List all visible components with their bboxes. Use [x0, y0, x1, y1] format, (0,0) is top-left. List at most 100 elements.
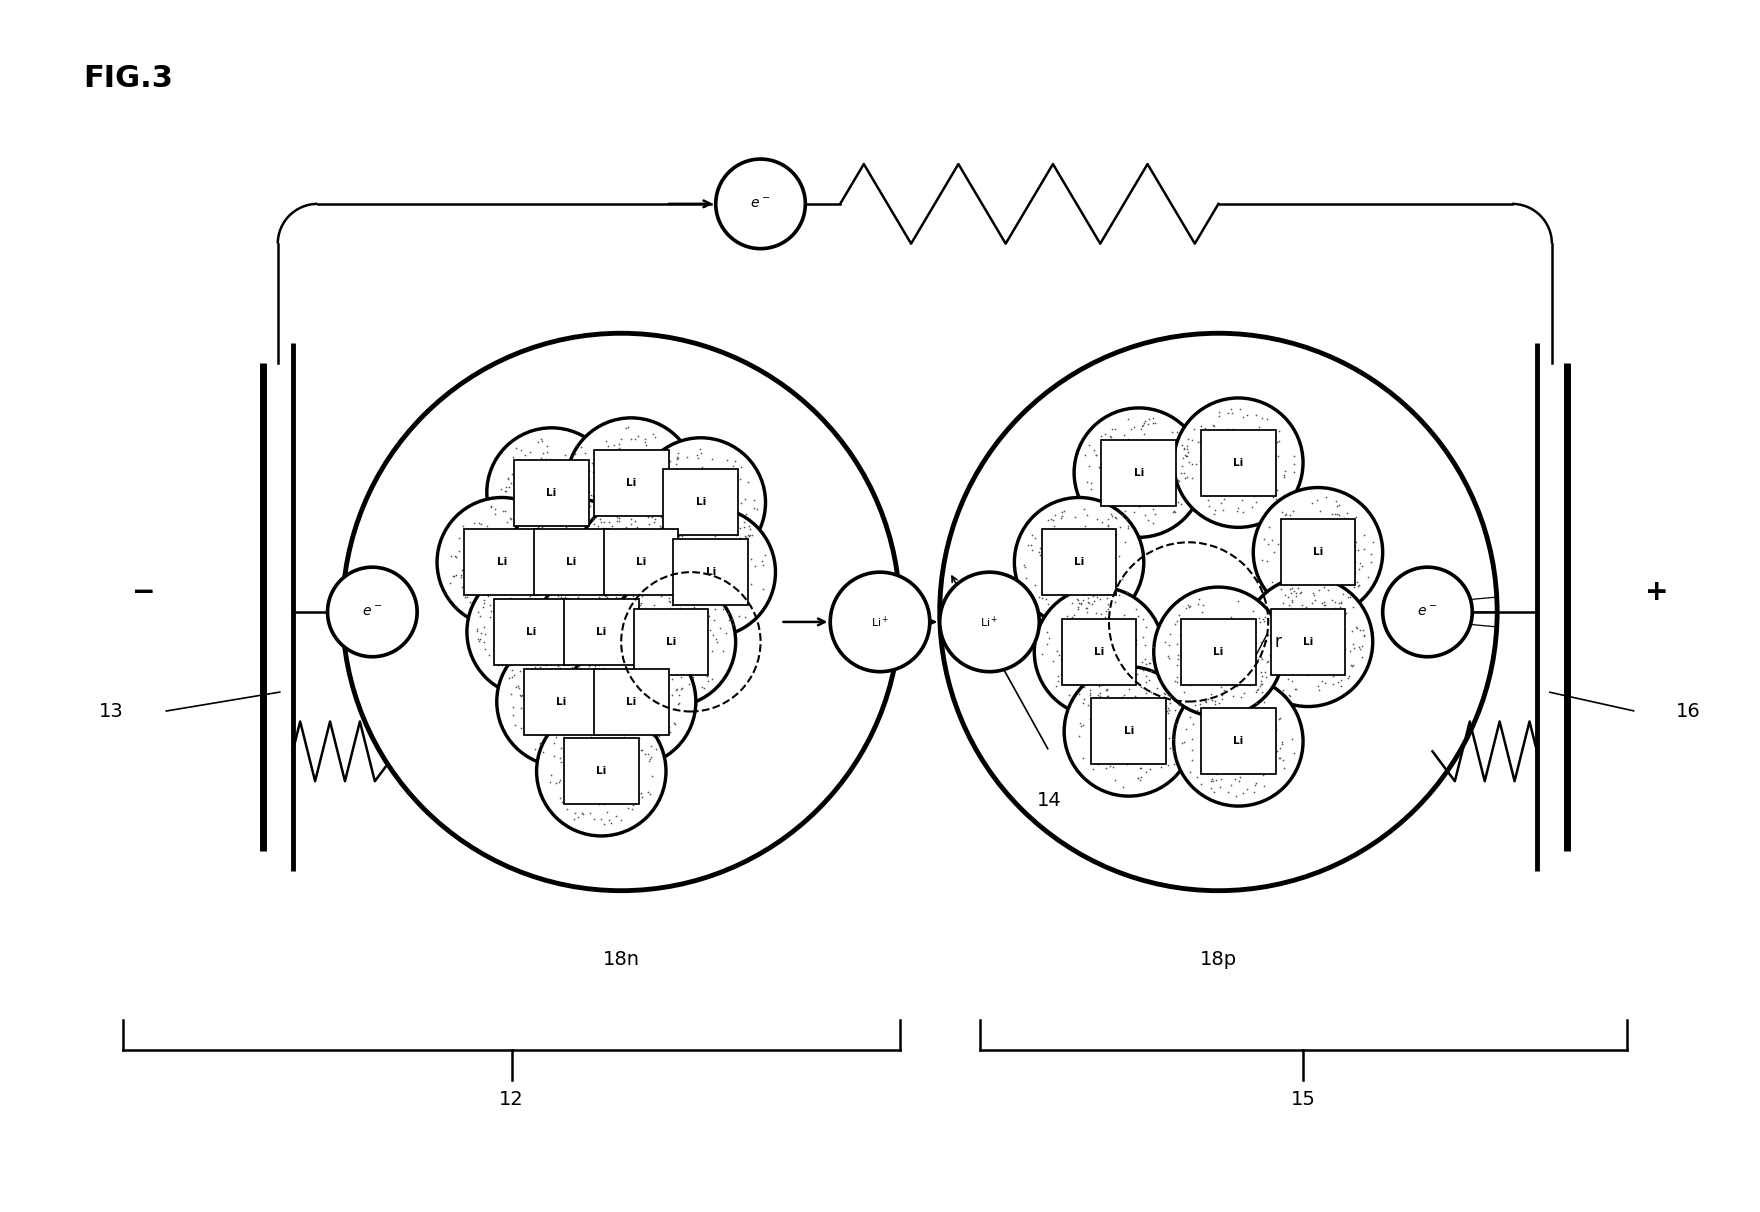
Point [627, 676, 655, 696]
Point [581, 514, 609, 533]
Point [702, 508, 730, 527]
Point [598, 618, 627, 638]
Point [537, 659, 565, 679]
Point [748, 551, 776, 571]
Point [604, 788, 632, 807]
Text: 15: 15 [1290, 1090, 1315, 1109]
Point [1035, 628, 1063, 647]
Point [1160, 730, 1188, 749]
Point [681, 498, 709, 518]
Point [1047, 507, 1075, 526]
Point [547, 665, 576, 685]
Point [1132, 496, 1160, 515]
Point [1107, 570, 1135, 589]
Point [517, 652, 546, 671]
Point [628, 708, 656, 727]
Point [1221, 736, 1250, 755]
Point [732, 504, 760, 524]
Point [1070, 678, 1098, 697]
Point [1339, 639, 1368, 658]
Point [561, 696, 590, 715]
Point [635, 630, 664, 650]
Point [1074, 696, 1102, 715]
Point [1137, 682, 1165, 702]
Point [1149, 444, 1177, 463]
Point [607, 810, 635, 829]
Point [618, 450, 646, 469]
Point [637, 767, 665, 787]
Text: $e^-$: $e^-$ [1417, 605, 1438, 619]
Point [1063, 621, 1091, 640]
Point [1230, 698, 1258, 718]
Point [1183, 636, 1211, 656]
Point [524, 582, 553, 601]
Point [709, 531, 737, 550]
Point [547, 641, 576, 661]
Point [662, 680, 690, 699]
Point [470, 594, 498, 613]
Point [737, 550, 766, 570]
Point [1133, 510, 1162, 530]
Point [1089, 487, 1118, 507]
Point [581, 750, 609, 770]
Point [472, 574, 500, 594]
Point [690, 646, 718, 665]
Point [1253, 551, 1281, 571]
Point [632, 429, 660, 448]
Point [750, 545, 778, 565]
Point [715, 475, 743, 494]
Point [532, 543, 560, 562]
Point [591, 684, 620, 703]
Point [1197, 685, 1225, 704]
Point [581, 690, 609, 709]
Point [1093, 444, 1121, 463]
Point [700, 524, 729, 543]
Point [560, 750, 588, 770]
Point [1258, 638, 1287, 657]
Point [716, 558, 744, 577]
Point [641, 704, 669, 724]
Text: Li: Li [665, 636, 676, 647]
Point [1309, 628, 1338, 647]
Point [662, 590, 690, 610]
Point [1311, 674, 1339, 693]
Point [565, 589, 593, 608]
Point [686, 476, 715, 496]
Point [1188, 622, 1216, 641]
Point [642, 543, 671, 562]
Point [1128, 653, 1156, 673]
Point [688, 627, 716, 646]
Point [600, 436, 628, 456]
Point [581, 618, 609, 638]
Point [1184, 635, 1213, 654]
Point [1278, 590, 1306, 610]
Point [1125, 486, 1153, 505]
Point [697, 641, 725, 661]
Point [509, 685, 537, 704]
Point [1033, 555, 1061, 574]
Point [620, 645, 648, 664]
Point [604, 568, 632, 588]
Point [570, 479, 598, 498]
Point [1149, 711, 1177, 731]
Point [496, 576, 524, 595]
Point [1297, 572, 1325, 591]
Point [1241, 693, 1269, 713]
Point [524, 531, 553, 550]
Point [466, 606, 495, 625]
Point [604, 444, 632, 463]
Point [1065, 554, 1093, 573]
Point [1272, 641, 1301, 661]
Point [1116, 646, 1144, 665]
Point [532, 654, 560, 674]
Point [468, 596, 496, 616]
Circle shape [1035, 587, 1163, 716]
Point [502, 614, 530, 634]
Point [672, 532, 700, 551]
Point [628, 640, 656, 659]
Text: Li: Li [706, 567, 716, 577]
Point [568, 492, 597, 511]
Point [604, 772, 632, 791]
Point [665, 550, 693, 570]
Point [665, 693, 693, 713]
